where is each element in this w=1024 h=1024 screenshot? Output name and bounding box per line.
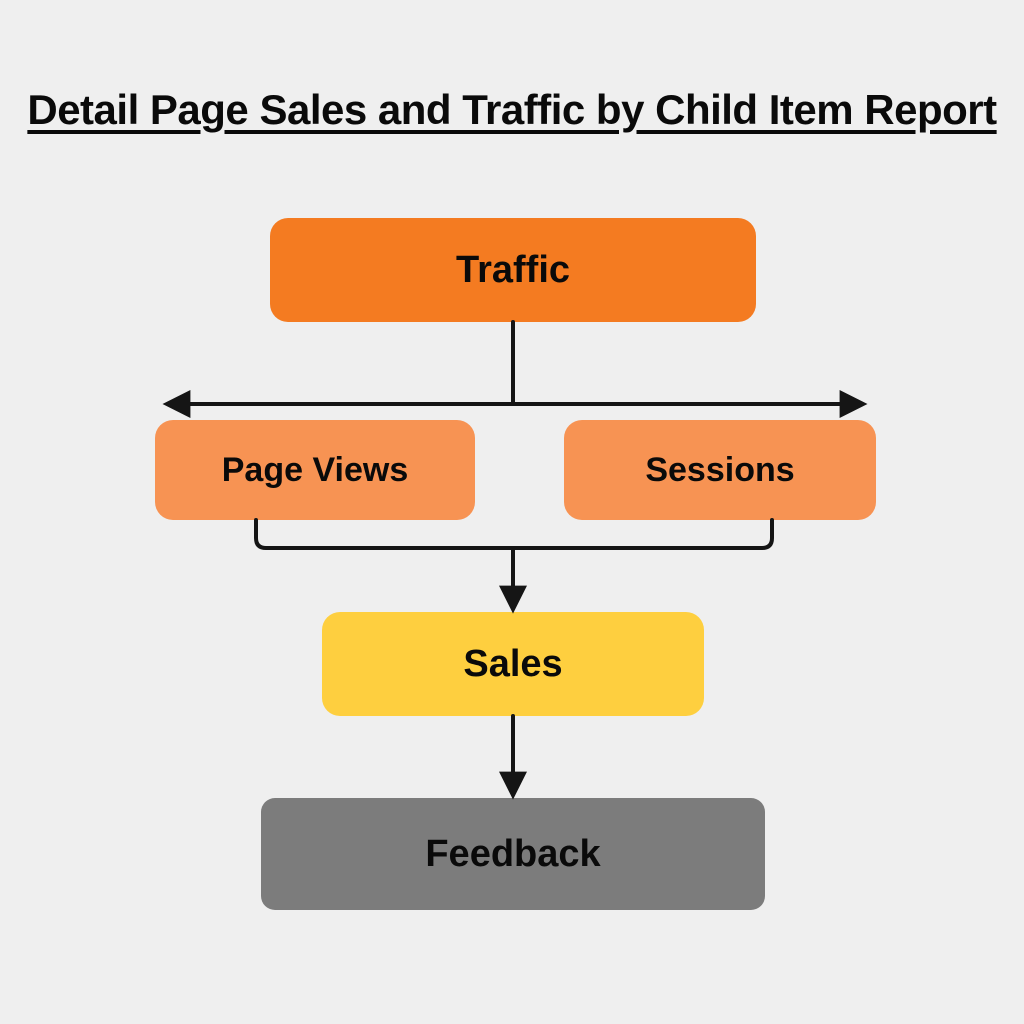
page-title: Detail Page Sales and Traffic by Child I…	[0, 85, 1024, 135]
node-sales: Sales	[322, 612, 704, 716]
edge-merge-to-sales	[256, 520, 772, 608]
node-feedback: Feedback	[261, 798, 765, 910]
node-page-views-label: Page Views	[222, 451, 409, 490]
node-page-views: Page Views	[155, 420, 475, 520]
node-feedback-label: Feedback	[425, 833, 600, 876]
node-traffic: Traffic	[270, 218, 756, 322]
node-sales-label: Sales	[463, 643, 562, 686]
node-sessions-label: Sessions	[645, 451, 794, 490]
node-traffic-label: Traffic	[456, 249, 570, 292]
node-sessions: Sessions	[564, 420, 876, 520]
